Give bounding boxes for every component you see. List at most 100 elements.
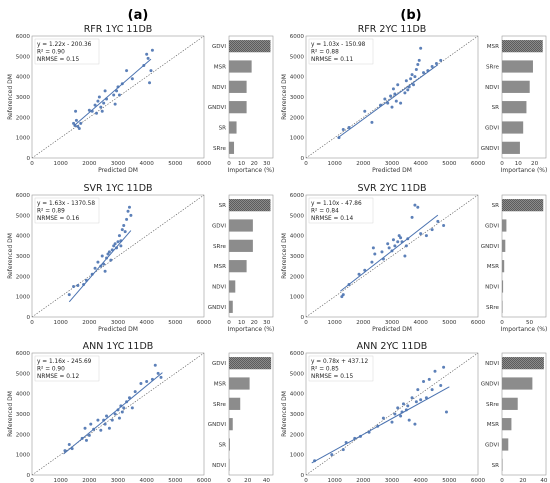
data-point bbox=[110, 418, 114, 422]
data-point bbox=[77, 127, 81, 131]
data-point bbox=[149, 69, 153, 73]
importance-bar-label: SRre bbox=[213, 244, 227, 250]
importance-x-tick-label: 30 bbox=[263, 320, 271, 326]
data-point bbox=[439, 58, 443, 62]
data-point bbox=[103, 269, 107, 273]
importance-plot-area bbox=[501, 352, 547, 476]
equation-text: y = 1.10x - 47.86 bbox=[311, 201, 362, 207]
data-point bbox=[107, 250, 111, 254]
data-point bbox=[416, 205, 420, 209]
data-point bbox=[414, 400, 418, 404]
data-point bbox=[146, 56, 150, 60]
data-point bbox=[422, 379, 426, 383]
data-point bbox=[125, 217, 129, 221]
data-point bbox=[383, 97, 387, 101]
data-point bbox=[133, 390, 137, 394]
data-point bbox=[399, 414, 403, 418]
x-tick-label: 1000 bbox=[54, 478, 69, 483]
importance-bar bbox=[229, 377, 250, 390]
nrmse-text: NRMSE = 0.15 bbox=[37, 57, 79, 63]
x-tick-label: 5000 bbox=[442, 161, 457, 167]
chart-title: RFR 1YC 11DB bbox=[84, 24, 153, 35]
importance-bar-label: GNDVI bbox=[481, 146, 500, 152]
y-tick-label: 5000 bbox=[16, 371, 31, 377]
importance-bar-label: SRre bbox=[486, 305, 500, 311]
data-point bbox=[391, 87, 395, 91]
x-tick-label: 5000 bbox=[168, 478, 183, 483]
data-point bbox=[79, 121, 83, 125]
data-point bbox=[413, 203, 417, 207]
data-point bbox=[130, 77, 134, 81]
data-point bbox=[119, 244, 123, 248]
importance-x-tick-label: 0 bbox=[500, 161, 504, 167]
y-tick-label: 6000 bbox=[16, 193, 31, 199]
data-point bbox=[87, 433, 91, 437]
data-point bbox=[363, 109, 367, 113]
r2-text: R² = 0.89 bbox=[37, 208, 65, 215]
y-tick-label: 1000 bbox=[16, 295, 31, 301]
y-tick-label: 6000 bbox=[290, 34, 305, 40]
data-point bbox=[387, 246, 391, 250]
data-point bbox=[442, 224, 446, 227]
importance-bar bbox=[229, 199, 271, 212]
y-tick-label: 6000 bbox=[16, 34, 31, 40]
y-tick-label: 0 bbox=[26, 315, 30, 321]
data-point bbox=[406, 404, 410, 408]
x-tick-label: 4000 bbox=[140, 161, 155, 167]
importance-plot-area bbox=[228, 194, 274, 318]
data-point bbox=[422, 71, 426, 75]
importance-bar bbox=[502, 60, 533, 73]
x-tick-label: 3000 bbox=[385, 320, 400, 326]
data-point bbox=[419, 46, 423, 50]
importance-bar bbox=[502, 300, 503, 313]
y-tick-label: 5000 bbox=[290, 213, 305, 219]
x-tick-label: 0 bbox=[30, 161, 34, 167]
data-point bbox=[419, 398, 423, 402]
importance-bar-label: GDVI bbox=[212, 224, 226, 230]
y-tick-label: 4000 bbox=[16, 234, 31, 240]
x-tick-label: 6000 bbox=[197, 161, 212, 167]
rfr-1yc-panel: RFR 1YC 11DB 0 1000 2000 3000 4000 5000 6000 0 10… bbox=[7, 24, 274, 174]
importance-bar bbox=[502, 40, 543, 53]
data-point bbox=[84, 438, 88, 442]
fit-line bbox=[68, 230, 132, 303]
y-axis-label: Referenced DM bbox=[281, 391, 288, 437]
data-point bbox=[414, 68, 418, 72]
ann-1yc-panel: ANN 1YC 11DB 0 1000 2000 3000 4000 5000 6000 0 10… bbox=[7, 341, 274, 483]
fit-line bbox=[73, 58, 152, 127]
y-tick-label: 5000 bbox=[290, 54, 305, 60]
data-point bbox=[416, 62, 420, 66]
chart-title: SVR 2YC 11DB bbox=[357, 183, 426, 194]
data-point bbox=[380, 250, 384, 254]
stats-box bbox=[34, 38, 100, 65]
y-tick-label: 0 bbox=[300, 315, 304, 321]
equation-text: y = 1.16x - 245.69 bbox=[37, 359, 92, 365]
data-point bbox=[393, 92, 397, 96]
data-point bbox=[419, 232, 423, 236]
nrmse-text: NRMSE = 0.16 bbox=[37, 216, 79, 222]
importance-bar bbox=[229, 418, 233, 431]
y-tick-label: 6000 bbox=[290, 351, 305, 357]
y-axis-label: Referenced DM bbox=[281, 74, 288, 120]
data-point bbox=[373, 252, 377, 256]
data-point bbox=[83, 426, 87, 430]
importance-bar-label: GDVI bbox=[485, 126, 499, 132]
data-point bbox=[87, 108, 91, 112]
importance-bar-label: SRre bbox=[213, 146, 227, 152]
nrmse-text: NRMSE = 0.12 bbox=[37, 374, 79, 380]
importance-bar-label: GNDVI bbox=[208, 422, 227, 428]
y-tick-label: 5000 bbox=[16, 213, 31, 219]
data-point bbox=[390, 105, 394, 109]
data-point bbox=[122, 224, 126, 227]
importance-bar-label: SR bbox=[492, 105, 500, 111]
x-tick-label: 2000 bbox=[356, 478, 371, 483]
data-point bbox=[371, 246, 375, 250]
y-tick-label: 3000 bbox=[290, 95, 305, 101]
importance-bar-label: NDVI bbox=[485, 285, 499, 291]
data-point bbox=[96, 99, 100, 103]
importance-bar-label: MSR bbox=[487, 44, 499, 50]
x-axis-label: Predicted DM bbox=[98, 167, 138, 174]
y-tick-label: 2000 bbox=[290, 432, 305, 438]
nrmse-text: NRMSE = 0.15 bbox=[311, 374, 353, 380]
